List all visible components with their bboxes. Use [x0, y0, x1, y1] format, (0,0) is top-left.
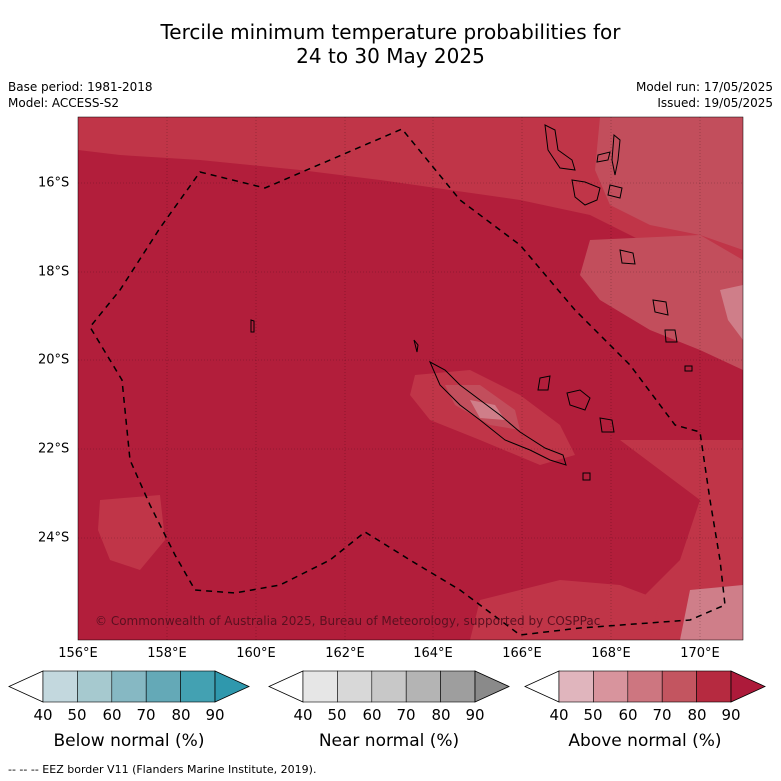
lon-label-166e: 166°E — [502, 646, 542, 661]
eez-border — [89, 128, 726, 636]
above-normal-60-70-area-ne — [595, 117, 743, 250]
cbar-below-segment-2 — [111, 670, 147, 703]
cbar-below-tick-60: 60 — [102, 706, 122, 724]
erromango-coast — [652, 299, 669, 316]
above-normal-60-70-area-east — [580, 235, 743, 370]
map-title: Tercile minimum temperature probabilitie… — [0, 20, 781, 68]
cbar-below-segment-1 — [77, 670, 113, 703]
lifou-coast — [566, 389, 591, 411]
cbar-near-segment-2 — [371, 670, 407, 703]
above-normal-50-60-area-south — [680, 585, 743, 640]
base-period: Base period: 1981-2018 — [8, 80, 153, 94]
cbar-above-tick-60: 60 — [618, 706, 638, 724]
cbar-near-tick-90: 90 — [465, 706, 485, 724]
meta-right: Model run: 17/05/2025 Issued: 19/05/2025 — [636, 79, 773, 111]
cbar-below-title: Below normal (%) — [53, 731, 205, 751]
espiritu-santo-coast — [544, 124, 576, 171]
mare-coast — [599, 417, 615, 433]
lat-label-20s: 20°S — [38, 352, 70, 368]
map-frame — [77, 116, 744, 641]
walpole-coast — [582, 472, 591, 481]
lon-label-170e: 170°E — [680, 646, 720, 661]
cbar-above-segment-0 — [558, 670, 594, 703]
cbar-below-tick-90: 90 — [205, 706, 225, 724]
ouvea-coast — [537, 375, 551, 391]
cbar-near-high-extension — [474, 670, 510, 703]
cbar-above-tick-90: 90 — [721, 706, 741, 724]
maewo-coast — [611, 133, 621, 176]
model-run: Model run: 17/05/2025 — [635, 80, 773, 94]
tanna-coast — [664, 329, 678, 343]
above-normal-70-80-area-west — [98, 495, 165, 570]
lon-label-160e: 160°E — [236, 646, 276, 661]
cbar-near-tick-80: 80 — [431, 706, 451, 724]
cbar-near-segment-4 — [440, 670, 476, 703]
cbar-above-low-extension — [524, 670, 560, 703]
cbar-above-tick-80: 80 — [687, 706, 707, 724]
map-gridlines — [78, 117, 743, 640]
map-panel — [78, 117, 743, 640]
coastlines — [250, 124, 693, 481]
lon-label-164e: 164°E — [413, 646, 453, 661]
cbar-above-segment-2 — [627, 670, 663, 703]
issued-date: Issued: 19/05/2025 — [657, 96, 773, 110]
cbar-above-tick-50: 50 — [583, 706, 603, 724]
cbar-below-segment-3 — [145, 670, 181, 703]
cbar-above-tick-70: 70 — [652, 706, 672, 724]
chesterfield-reef-coast — [250, 319, 255, 333]
cbar-near-tick-70: 70 — [396, 706, 416, 724]
cbar-near-low-extension — [268, 670, 304, 703]
cbar-above-title: Above normal (%) — [568, 731, 722, 751]
model-name: Model: ACCESS-S2 — [8, 96, 120, 110]
belep-coast — [413, 339, 419, 353]
new-caledonia-coast — [428, 360, 567, 466]
lat-label-22s: 22°S — [38, 441, 70, 457]
cbar-below-segment-0 — [42, 670, 78, 703]
aneityum-coast — [684, 365, 693, 372]
ambrym-coast — [607, 184, 623, 199]
above-normal-50-60-area-east — [720, 285, 743, 340]
cbar-above-segment-1 — [593, 670, 629, 703]
lat-label-16s: 16°S — [38, 175, 70, 191]
cbar-near-segment-1 — [337, 670, 373, 703]
above-normal-70-80-area-north — [78, 117, 743, 300]
cbar-below-segment-4 — [180, 670, 216, 703]
lat-label-24s: 24°S — [38, 530, 70, 546]
cbar-near-tick-40: 40 — [293, 706, 313, 724]
cbar-near-tick-50: 50 — [327, 706, 347, 724]
cbar-below-tick-70: 70 — [136, 706, 156, 724]
cbar-near-segment-3 — [405, 670, 441, 703]
cbar-below-tick-80: 80 — [171, 706, 191, 724]
meta-left: Base period: 1981-2018 Model: ACCESS-S2 — [8, 79, 153, 111]
cbar-below-high-extension — [214, 670, 250, 703]
efate-coast — [619, 249, 636, 265]
eez-footnote: -- -- -- EEZ border V11 (Flanders Marine… — [8, 763, 317, 776]
cbar-above-high-extension — [730, 670, 766, 703]
cbar-above-tick-40: 40 — [549, 706, 569, 724]
cbar-near-title: Near normal (%) — [318, 731, 460, 751]
title-line-2: 24 to 30 May 2025 — [296, 44, 485, 68]
ambae-coast — [596, 151, 611, 163]
above-normal-50-60-area-newcal — [470, 400, 505, 420]
cbar-near-tick-60: 60 — [362, 706, 382, 724]
cbar-near-segment-0 — [302, 670, 338, 703]
map-copyright: © Commonwealth of Australia 2025, Bureau… — [95, 614, 601, 628]
lon-label-156e: 156°E — [58, 646, 98, 661]
cbar-below-tick-50: 50 — [67, 706, 87, 724]
lat-label-18s: 18°S — [38, 264, 70, 280]
lon-label-168e: 168°E — [591, 646, 631, 661]
cbar-below-tick-40: 40 — [33, 706, 53, 724]
lon-label-158e: 158°E — [147, 646, 187, 661]
title-line-1: Tercile minimum temperature probabilitie… — [160, 20, 621, 44]
cbar-above-segment-3 — [661, 670, 697, 703]
cbar-above-segment-4 — [696, 670, 732, 703]
lon-label-162e: 162°E — [325, 646, 365, 661]
malekula-coast — [571, 179, 601, 206]
cbar-below-low-extension — [8, 670, 44, 703]
